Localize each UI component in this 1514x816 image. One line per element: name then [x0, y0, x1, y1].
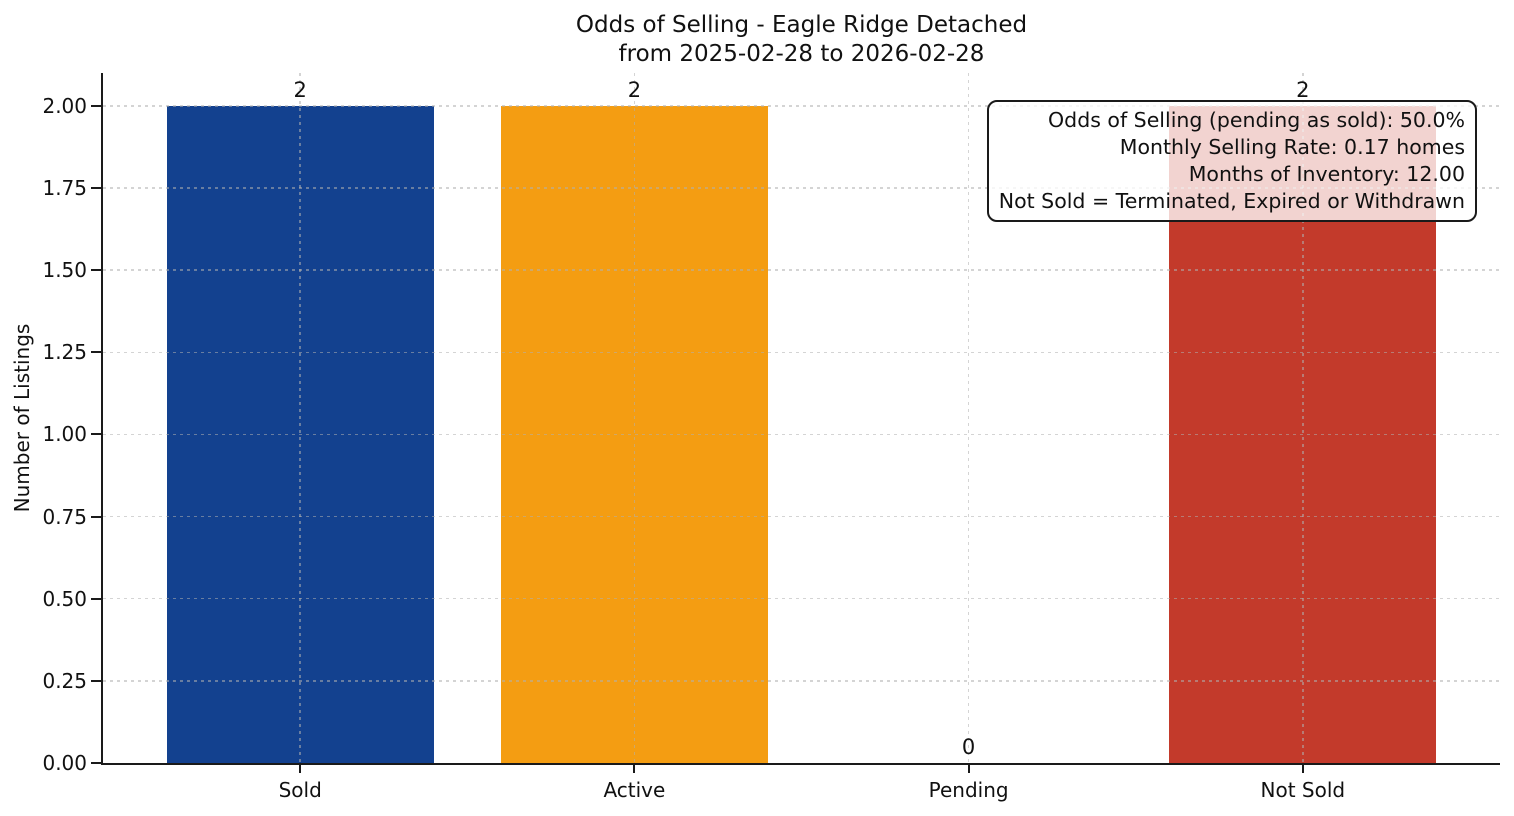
y-tick-label: 0.00 [42, 751, 87, 775]
y-tick-label: 2.00 [42, 93, 87, 118]
bar-sold [166, 105, 434, 763]
y-tick-mark [91, 187, 101, 189]
bar-value-label: 2 [627, 77, 642, 102]
y-tick-label: 0.25 [42, 668, 87, 693]
y-tick-label: 0.75 [42, 504, 87, 529]
bar-value-label: 0 [961, 735, 976, 759]
y-tick-label: 1.50 [42, 258, 87, 283]
y-tick-label: 1.75 [42, 176, 87, 200]
chart-title: Odds of Selling - Eagle Ridge Detached [575, 12, 1028, 38]
x-tick-mark [299, 765, 302, 773]
y-tick-mark [91, 515, 101, 518]
y-tick-label: 1.25 [42, 340, 87, 365]
y-tick-mark [91, 597, 101, 600]
annotation-not-sold-definition: Not Sold = Terminated, Expired or Withdr… [998, 189, 1465, 213]
annotation-box: Odds of Selling (pending as sold): 50.0%… [986, 100, 1477, 222]
x-tick-label-pending: Pending [928, 778, 1009, 802]
v-gridline [967, 73, 970, 763]
y-tick-mark [91, 762, 101, 764]
x-tick-mark [967, 765, 970, 773]
bar-value-label: 2 [293, 77, 307, 102]
x-tick-mark [1301, 765, 1304, 773]
x-tick-label-not-sold: Not Sold [1260, 778, 1346, 802]
annotation-odds-of-selling: Odds of Selling (pending as sold): 50.0% [1048, 108, 1465, 132]
x-axis-spine [101, 763, 1500, 765]
bar-active [500, 105, 769, 763]
x-tick-label-active: Active [603, 778, 666, 802]
annotation-months-of-inventory: Months of Inventory: 12.00 [1188, 162, 1465, 186]
y-tick-mark [91, 679, 101, 682]
y-tick-mark [91, 104, 101, 107]
y-tick-mark [91, 269, 101, 272]
y-tick-label: 1.00 [42, 422, 87, 447]
bar-value-label: 2 [1296, 77, 1310, 102]
annotation-monthly-selling-rate: Monthly Selling Rate: 0.17 homes [1119, 135, 1465, 159]
x-tick-mark [633, 765, 636, 773]
chart-title-block: Odds of Selling - Eagle Ridge Detached f… [103, 11, 1500, 69]
y-tick-mark [91, 351, 101, 354]
x-tick-label-sold: Sold [278, 778, 322, 802]
y-tick-mark [91, 433, 101, 436]
chart-subtitle: from 2025-02-28 to 2026-02-28 [618, 41, 985, 67]
y-axis-spine [101, 73, 103, 765]
y-tick-label: 0.50 [42, 586, 87, 611]
